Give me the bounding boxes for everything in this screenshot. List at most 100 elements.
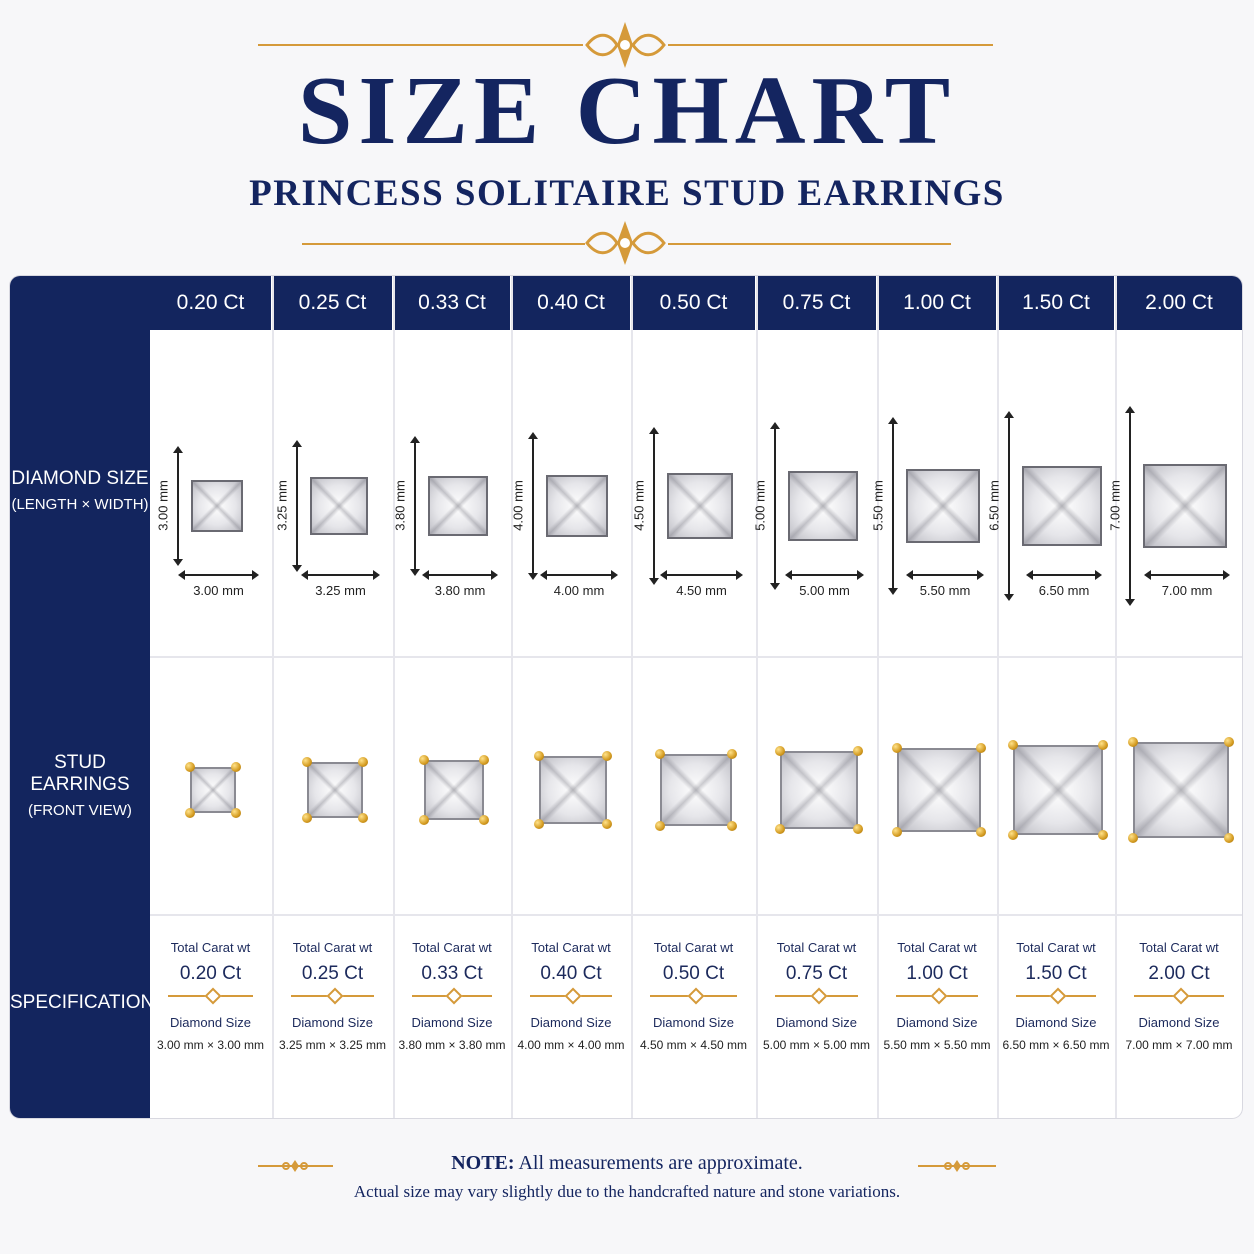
width-label: 6.50 mm — [1038, 583, 1090, 598]
spec-diamond-size: 4.50 mm × 4.50 mm — [639, 1038, 748, 1052]
top-ornament-line-left — [258, 44, 583, 46]
width-arrow — [422, 570, 498, 580]
height-label: 7.00 mm — [1107, 480, 1123, 531]
spec-diamond-label: Diamond Size — [653, 1015, 734, 1030]
gold-prong — [479, 755, 489, 765]
height-label: 4.00 mm — [510, 480, 526, 531]
row-label-diamond-size-sub: (LENGTH × WIDTH) — [11, 496, 149, 513]
column-divider — [393, 276, 395, 1118]
spec-diamond-label: Diamond Size — [776, 1015, 857, 1030]
column-header: 0.40 Ct — [512, 276, 630, 330]
diamond-top-view — [190, 480, 243, 532]
height-arrow — [648, 427, 659, 585]
spec-diamond-size: 7.00 mm × 7.00 mm — [1125, 1038, 1233, 1052]
top-ornament-line-right — [668, 44, 993, 46]
height-arrow — [1004, 411, 1014, 601]
spec-diamond-label: Diamond Size — [1138, 1015, 1220, 1030]
diamond-top-view — [309, 477, 368, 535]
spec-divider — [775, 987, 858, 1005]
row-label-spec: SPECIFICATIONS — [10, 992, 167, 1014]
gold-prong — [852, 824, 863, 834]
note-line-1: NOTE: All measurements are approximate. — [0, 1152, 1254, 1175]
spec-diamond-label: Diamond Size — [411, 1015, 493, 1030]
spec-total-label: Total Carat wt — [653, 940, 734, 955]
column-header: 0.33 Ct — [394, 276, 510, 330]
column-header: 2.00 Ct — [1116, 276, 1242, 330]
height-label: 3.00 mm — [155, 480, 170, 531]
spec-divider — [530, 987, 612, 1005]
row-label-diamond-size-title: DIAMOND SIZE — [11, 468, 149, 489]
spec-divider — [896, 987, 978, 1005]
stud-earring-front-view — [424, 760, 484, 820]
diamond-top-view — [546, 475, 608, 537]
gold-prong — [230, 808, 241, 818]
column-header: 0.50 Ct — [632, 276, 755, 330]
stud-earring-front-view — [539, 756, 607, 824]
gold-prong — [1098, 740, 1108, 750]
spec-total-label: Total Carat wt — [1016, 940, 1096, 955]
height-arrow — [888, 417, 898, 595]
width-arrow — [906, 570, 984, 580]
width-label: 3.25 mm — [315, 583, 366, 598]
column-divider — [272, 276, 274, 1118]
height-arrow — [291, 440, 302, 572]
gold-prong — [892, 827, 902, 837]
spec-divider — [291, 987, 374, 1005]
spec-diamond-size: 3.25 mm × 3.25 mm — [278, 1038, 387, 1052]
stud-earring-front-view — [189, 767, 236, 813]
column-header: 1.50 Ct — [998, 276, 1114, 330]
spec-cell: Total Carat wt 0.40 Ct Diamond Size 4.00 mm… — [512, 940, 630, 1052]
diamond-top-view — [1022, 466, 1102, 546]
spec-total-label: Total Carat wt — [897, 940, 977, 955]
bottom-ornament-icon — [585, 221, 666, 265]
spec-cell: Total Carat wt 0.50 Ct Diamond Size 4.50 mm… — [632, 940, 755, 1052]
gold-prong — [774, 824, 785, 834]
gold-prong — [774, 746, 785, 756]
column-divider — [997, 276, 999, 1118]
gold-prong — [1128, 737, 1138, 747]
bottom-ornament-line-left — [302, 243, 585, 245]
width-arrow — [178, 570, 259, 580]
spec-diamond-size: 3.00 mm × 3.00 mm — [156, 1038, 265, 1052]
spec-carat-value: 0.50 Ct — [662, 963, 725, 984]
width-label: 4.50 mm — [676, 583, 727, 598]
spec-cell: Total Carat wt 2.00 Ct Diamond Size 7.00 mm… — [1116, 940, 1242, 1052]
width-label: 7.00 mm — [1161, 583, 1213, 598]
column-header: 0.25 Ct — [273, 276, 392, 330]
gold-prong — [301, 813, 312, 823]
gold-prong — [1128, 833, 1138, 843]
spec-cell: Total Carat wt 1.50 Ct Diamond Size 6.50 mm… — [998, 940, 1114, 1052]
height-label: 5.00 mm — [752, 480, 767, 531]
stud-earring-front-view — [1013, 745, 1103, 835]
gold-prong — [976, 743, 986, 753]
row-label-stud-title: STUD EARRINGS — [30, 752, 130, 795]
spec-divider — [412, 987, 492, 1005]
gold-prong — [534, 751, 544, 761]
row-label-stud: STUD EARRINGS (FRONT VIEW) — [10, 752, 150, 819]
spec-total-label: Total Carat wt — [776, 940, 857, 955]
stud-earring-front-view — [1133, 742, 1229, 838]
gold-prong — [602, 819, 612, 829]
note-ornament-right-icon — [944, 1160, 970, 1172]
spec-carat-value: 0.40 Ct — [540, 963, 602, 984]
spec-divider — [1016, 987, 1096, 1005]
spec-diamond-size: 3.80 mm × 3.80 mm — [398, 1038, 506, 1052]
gold-prong — [1224, 833, 1234, 843]
spec-diamond-size: 5.00 mm × 5.00 mm — [762, 1038, 871, 1052]
spec-cell: Total Carat wt 0.33 Ct Diamond Size 3.80 mm… — [394, 940, 510, 1052]
spec-diamond-label: Diamond Size — [292, 1015, 373, 1030]
gold-prong — [357, 757, 368, 767]
spec-total-label: Total Carat wt — [292, 940, 373, 955]
column-divider — [756, 276, 758, 1118]
spec-divider — [650, 987, 737, 1005]
column-divider — [1115, 276, 1117, 1118]
stud-earring-front-view — [306, 762, 363, 818]
spec-diamond-label: Diamond Size — [1015, 1015, 1097, 1030]
note-text-1: All measurements are approximate. — [518, 1152, 803, 1174]
spec-cell: Total Carat wt 0.25 Ct Diamond Size 3.25 mm… — [273, 940, 392, 1052]
height-arrow — [410, 436, 420, 576]
gold-prong — [184, 808, 195, 818]
row-label-diamond-size: DIAMOND SIZE (LENGTH × WIDTH) — [10, 468, 150, 513]
spec-diamond-label: Diamond Size — [530, 1015, 612, 1030]
spec-divider — [1134, 987, 1224, 1005]
